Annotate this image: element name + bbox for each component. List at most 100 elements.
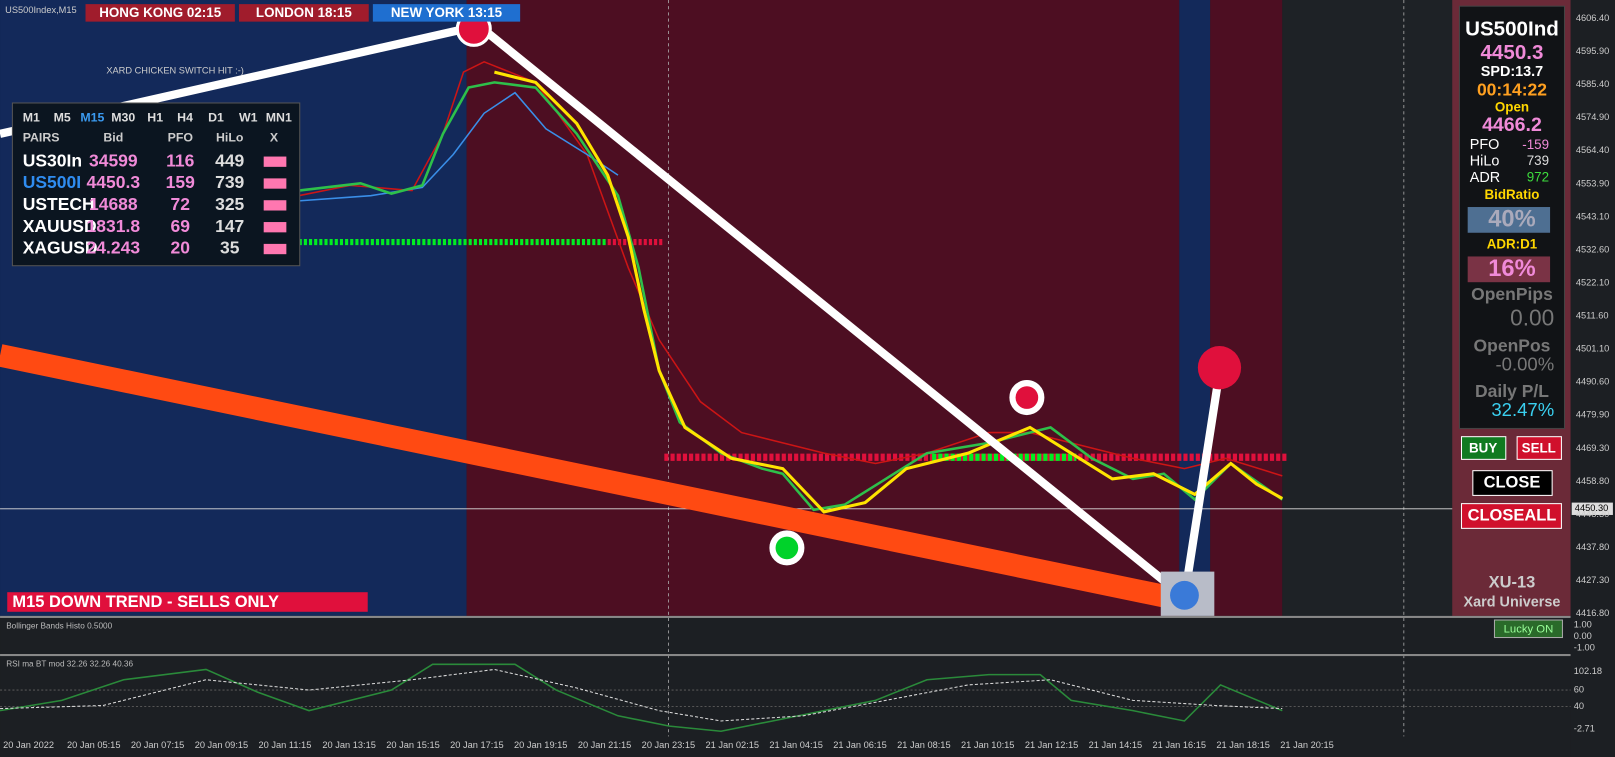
cell: 14688: [89, 194, 138, 214]
price-label: 4595.90: [1576, 46, 1609, 56]
ratio-box: [1467, 207, 1551, 233]
stat-label: PFO: [1470, 137, 1500, 153]
cell: 34599: [89, 150, 138, 170]
ind-axis: 1.00: [1574, 620, 1592, 630]
price-axis: [1570, 0, 1615, 757]
zigzag: [0, 21, 1225, 606]
signal: [1009, 380, 1045, 416]
signal: [1197, 346, 1242, 390]
price-label: 4458.80: [1576, 476, 1609, 486]
cell: 325: [215, 194, 244, 214]
time-label: 20 Jan 11:15: [259, 740, 312, 750]
close-x: [263, 156, 287, 167]
price-label: 4427.30: [1576, 575, 1609, 585]
closeall-label: CLOSEALL: [1468, 506, 1557, 524]
brand-sub: Xard Universe: [1464, 594, 1561, 610]
column-header: PFO: [168, 130, 194, 144]
time-label: 21 Jan 16:15: [1153, 740, 1207, 750]
price-label: 4606.40: [1576, 13, 1609, 23]
column-header: HiLo: [216, 130, 244, 144]
price-label: 4437.80: [1576, 542, 1609, 552]
column-header: Bid: [103, 130, 123, 144]
time-label: 20 Jan 09:15: [195, 740, 249, 750]
session-box: [85, 4, 235, 22]
lucky-box: [1493, 619, 1563, 639]
timeframe: M5: [54, 111, 71, 125]
time-label: 21 Jan 08:15: [897, 740, 951, 750]
cell: 116: [166, 150, 194, 170]
time-label: 21 Jan 12:15: [1025, 740, 1079, 750]
signal: [1170, 580, 1199, 610]
open-pips: 0.00: [1510, 304, 1554, 330]
close-button[interactable]: [1472, 470, 1553, 496]
timeframe: MN1: [266, 111, 292, 125]
sell-label: SELL: [1522, 441, 1556, 456]
cell: 35: [220, 238, 240, 258]
open-pos: -0.00%: [1496, 354, 1555, 375]
time-label: 20 Jan 19:15: [514, 740, 568, 750]
stat-value: 739: [1527, 153, 1549, 168]
sell-button[interactable]: [1516, 436, 1562, 460]
ind-axis: -1.00: [1574, 642, 1595, 652]
cell: 739: [215, 172, 244, 192]
ind-axis: 60: [1574, 685, 1584, 695]
bid-ratio: 40%: [1488, 207, 1535, 233]
session-box: [372, 4, 521, 22]
cell: 4450.3: [87, 172, 141, 192]
cell: 1831.8: [87, 216, 141, 236]
close-x: [263, 243, 287, 255]
time-label: 20 Jan 15:15: [386, 740, 440, 750]
cell: 24.243: [87, 238, 141, 258]
price-label: 4553.90: [1576, 178, 1609, 188]
buy-button[interactable]: [1460, 436, 1507, 460]
note: XARD CHICKEN SWITCH HIT :-): [106, 66, 244, 76]
panel-open-label: Open: [1495, 100, 1529, 115]
cell: US30In: [23, 150, 82, 170]
separator: [0, 615, 1571, 618]
ind-axis: -2.71: [1574, 724, 1595, 734]
close-x: [263, 200, 287, 211]
price-label: 4501.10: [1576, 344, 1609, 354]
price-label: 4574.90: [1576, 112, 1609, 122]
price-tag: [1571, 502, 1613, 515]
panel-bid: 4450.3: [1480, 41, 1543, 64]
ma-yellow: [494, 70, 1284, 514]
cell: US500I: [23, 172, 81, 192]
time-label: 20 Jan 05:15: [67, 740, 120, 750]
brand: XU-13: [1489, 573, 1536, 591]
price-label: 4511.60: [1576, 311, 1609, 321]
session-box: [238, 4, 369, 22]
open-pips-label: OpenPips: [1471, 284, 1553, 304]
cell: 20: [171, 238, 191, 258]
time-label: 21 Jan 06:15: [833, 740, 887, 750]
price-label: 4490.60: [1576, 377, 1609, 387]
time-label: 20 Jan 17:15: [450, 740, 504, 750]
closeall-button[interactable]: [1460, 503, 1562, 529]
cell: 147: [215, 216, 244, 236]
symbol: US500Index,M15: [5, 5, 76, 15]
session-bg: [0, 0, 467, 616]
daily: 32.47%: [1491, 399, 1554, 420]
timeframe: D1: [208, 111, 224, 125]
close-label: CLOSE: [1484, 473, 1541, 491]
session-label: NEW YORK 13:15: [391, 5, 503, 20]
panel-timer: 00:14:22: [1477, 79, 1547, 99]
column-header: PAIRS: [23, 130, 60, 144]
price-label: 4532.60: [1576, 244, 1609, 254]
price-label: 4585.40: [1576, 79, 1609, 89]
timeframe: M30: [111, 111, 135, 125]
price-label: 4543.10: [1576, 211, 1609, 221]
panel-spread: SPD:13.7: [1481, 64, 1543, 80]
separator: [0, 654, 1571, 657]
ratio-box: [1467, 256, 1551, 283]
rsi-signal: [0, 668, 1283, 722]
session-label: HONG KONG 02:15: [99, 5, 221, 20]
ma-red: [298, 60, 1283, 477]
open-pos-label: OpenPos: [1474, 336, 1551, 356]
close-x: [263, 222, 287, 233]
time-label: 20 Jan 2022: [3, 740, 54, 750]
column-header: X: [270, 130, 279, 144]
time-label: 20 Jan 13:15: [322, 740, 376, 750]
panel-symbol: US500Ind: [1465, 17, 1559, 40]
